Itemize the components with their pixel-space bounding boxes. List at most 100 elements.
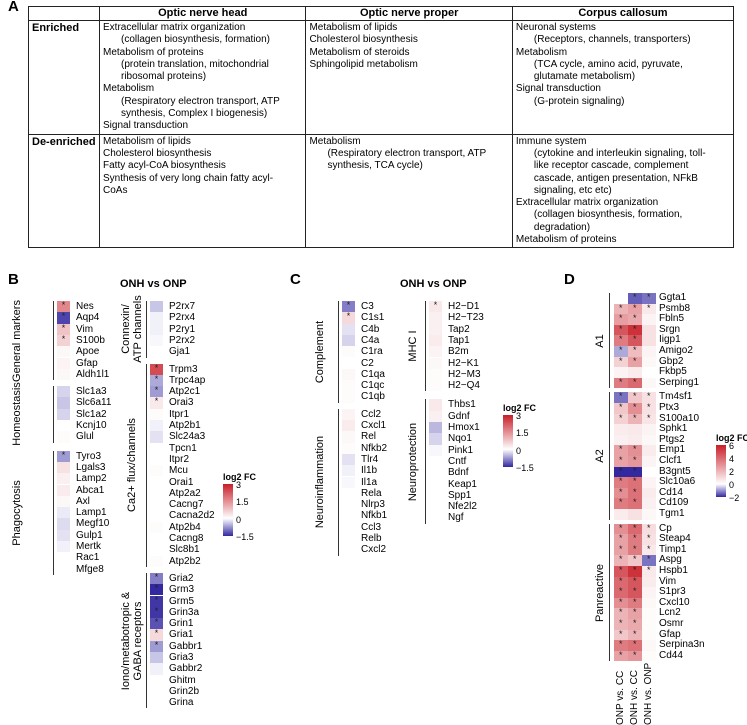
gene-label: Atp2b1 — [169, 420, 201, 431]
heat-cell — [642, 377, 656, 389]
heat-cell: * — [614, 403, 628, 414]
gene-row: Kcnj10 — [57, 420, 167, 432]
gene-row: Tap2 — [429, 323, 539, 335]
pathway-item: (collagen biosynthesis, formation, — [533, 209, 683, 221]
gene-row: Grina — [150, 697, 260, 709]
heat-cell — [150, 323, 163, 335]
heat-cell: * — [614, 555, 628, 566]
pathway-item: Cholesterol biosynthesis — [103, 147, 212, 159]
group-label: Ca2+ flux/channels — [126, 418, 138, 513]
heat-cell: * — [628, 487, 642, 499]
heat-cell: * — [150, 397, 163, 409]
heat-cell: * — [628, 640, 642, 651]
heat-cell — [150, 521, 163, 533]
pathway-item: Metabolism of lipids — [103, 135, 191, 147]
gene-row: H2−M3 — [429, 368, 539, 381]
gene-label: Cxcl1 — [361, 420, 387, 431]
gene-label: Slc10a6 — [659, 476, 696, 488]
gene-row: * Trpm3 — [150, 363, 260, 375]
gene-label: Keap1 — [448, 478, 477, 490]
gene-label: Cd44 — [659, 649, 683, 661]
heat-cell: * — [628, 629, 642, 641]
gene-row: Spp1 — [429, 489, 539, 502]
gene-row: * Gria1 — [150, 629, 260, 641]
gene-row: H2−Q4 — [429, 380, 539, 392]
heat-cell — [342, 544, 355, 556]
legend-tick: 3 — [236, 480, 242, 490]
gene-label: Sphk1 — [659, 423, 688, 435]
gene-row: Cacng8 — [150, 533, 260, 545]
gene-row: * Grin3a — [150, 606, 260, 619]
heat-cell — [57, 552, 70, 564]
gene-label: C4a — [361, 334, 380, 346]
gene-label: Psmb8 — [659, 302, 691, 314]
gene-label: Tpcn1 — [169, 442, 197, 454]
heat-cell — [429, 467, 442, 479]
gene-label: Atp2c1 — [169, 386, 201, 398]
heat-cell — [429, 323, 442, 335]
gene-row: H2−T23 — [429, 312, 539, 324]
heat-cell: * — [642, 293, 656, 304]
gene-row: Gabbr2 — [150, 663, 260, 675]
gene-label: Bdnf — [448, 467, 469, 479]
group-bracket — [338, 408, 339, 556]
heat-cell — [342, 487, 355, 500]
heat-cell — [642, 477, 656, 488]
gene-label: Steap4 — [659, 533, 691, 545]
legend-colorbar — [503, 415, 513, 467]
heat-cell — [342, 533, 355, 545]
pathway-item: Metabolism of proteins — [103, 46, 204, 58]
gene-label: Il1a — [361, 476, 378, 488]
gene-row: * Grm3 — [150, 584, 260, 596]
heat-cell: * — [628, 392, 642, 403]
gene-row: Gria3 — [150, 652, 260, 664]
pathway-item: Metabolism — [103, 83, 155, 95]
heat-cell: * — [642, 534, 656, 545]
heat-cell: * — [614, 534, 628, 545]
gene-row: Lgals3 — [57, 461, 167, 474]
gene-label: Slc1a3 — [76, 386, 107, 398]
gene-row: Grin2b — [150, 685, 260, 698]
heat-cell: * — [628, 555, 642, 566]
group-label: MHC I — [407, 330, 419, 362]
heat-cell: * — [614, 413, 628, 425]
pathway-item: Neuronal systems — [515, 22, 596, 33]
heat-cell — [429, 455, 442, 468]
gene-label: P2ry1 — [169, 323, 196, 335]
pathway-item: Metabolism of steroids — [309, 46, 410, 58]
gene-row: Gulp1 — [57, 529, 167, 541]
group-label: Complement — [314, 320, 326, 384]
header-optic-nerve-head: Optic nerve head — [98, 6, 307, 21]
gene-label: Spp1 — [448, 489, 472, 501]
heat-cell: * — [642, 523, 656, 535]
heat-cell: * — [628, 477, 642, 488]
pathway-item: (cytokine and interleukin signaling, tol… — [533, 147, 706, 159]
gene-label: C1qb — [361, 391, 385, 403]
gene-label: Tm4sf1 — [659, 391, 693, 403]
gene-label: Amigo2 — [659, 345, 693, 356]
gene-row: * Nes — [57, 300, 167, 313]
heat-cell — [429, 489, 442, 502]
gene-label: Slc8b1 — [169, 544, 200, 556]
gene-label: Il1b — [361, 465, 378, 477]
legend-title: log2 FC — [716, 433, 747, 443]
gene-label: Hspb1 — [659, 565, 688, 576]
gene-row: C1qc — [342, 380, 452, 392]
gene-row: Nfe2l2 — [429, 501, 539, 513]
gene-label: Pink1 — [448, 444, 474, 456]
gene-row: P2ry1 — [150, 323, 260, 335]
heat-cell — [429, 357, 442, 369]
heat-cell: * — [628, 466, 642, 478]
gene-row: Abca1 — [57, 484, 167, 496]
gene-label: Gria1 — [169, 629, 194, 641]
gene-row: Lamp2 — [57, 473, 167, 485]
gene-label: C3 — [361, 301, 374, 312]
heat-cell — [628, 509, 642, 520]
heat-cell: * — [57, 312, 70, 324]
gene-label: Lcn2 — [659, 607, 681, 619]
gene-label: Nes — [76, 301, 94, 312]
heat-cell — [57, 563, 70, 575]
pathway-item: Sphingolipid metabolism — [309, 58, 418, 70]
gene-label: Iigp1 — [659, 334, 681, 346]
heat-cell — [429, 444, 442, 456]
